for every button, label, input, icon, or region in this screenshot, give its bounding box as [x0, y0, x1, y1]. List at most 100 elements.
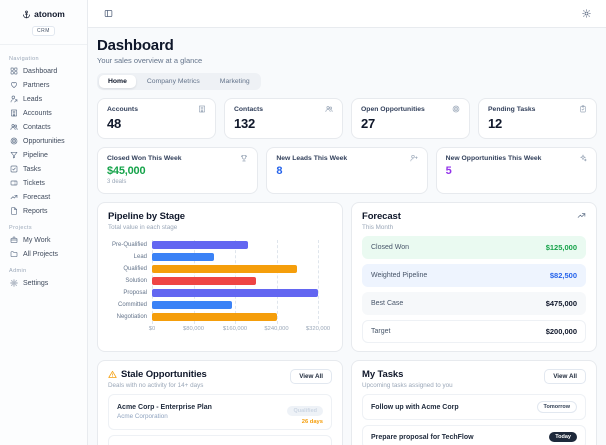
theme-toggle-button[interactable] [578, 6, 594, 22]
sidebar-item-my-work[interactable]: My Work [7, 233, 80, 247]
chart-x-axis: $0 $80,000 $160,000 $240,000 $320,000 [148, 326, 330, 335]
sidebar-item-label: Dashboard [23, 67, 58, 75]
sidebar-item-accounts[interactable]: Accounts [7, 106, 80, 120]
briefcase-icon [10, 236, 18, 244]
chart-bar [152, 265, 298, 273]
sidebar-item-settings[interactable]: Settings [7, 276, 80, 290]
warning-icon [108, 370, 117, 379]
forecast-icon [10, 193, 18, 201]
tickets-icon [10, 179, 18, 187]
stat-value: $45,000 [107, 165, 146, 177]
stat-label: Contacts [234, 105, 264, 113]
dashboard-content: Dashboard Your sales overview at a glanc… [88, 28, 606, 445]
sidebar-item-label: Reports [23, 207, 48, 215]
sidebar-toggle-button[interactable] [100, 6, 116, 22]
stat-card-accounts: Accounts 48 [97, 98, 216, 139]
chart-bar [152, 277, 256, 285]
chart-category-label: Solution [125, 278, 147, 284]
forecast-row-weighted-pipeline: Weighted Pipeline $82,500 [362, 264, 586, 287]
clipboard-icon [579, 105, 587, 113]
chart-tick-label: $0 [148, 326, 156, 332]
stale-opportunity-row[interactable]: TechFlow - Platform LicenseTechFlow Solu… [108, 435, 332, 445]
page-title: Dashboard [97, 37, 174, 54]
age-label: 26 days [301, 419, 323, 425]
panel-left-icon [104, 9, 113, 18]
sidebar-item-label: Pipeline [23, 151, 48, 159]
stat-label: New Opportunities This Week [445, 154, 542, 162]
stat-label: Open Opportunities [361, 105, 425, 113]
settings-icon [10, 279, 18, 287]
stale-subtitle: Deals with no activity for 14+ days [108, 382, 204, 389]
sidebar-item-partners[interactable]: Partners [7, 78, 80, 92]
target-icon [452, 105, 460, 113]
bottom-panels-row: Stale Opportunities Deals with no activi… [97, 360, 597, 445]
sidebar-item-label: Settings [23, 279, 49, 287]
chart-bar [152, 301, 233, 309]
dashboard-icon [10, 67, 18, 75]
nav-section-label: Projects [9, 225, 33, 231]
page-subtitle: Your sales overview at a glance [97, 56, 203, 65]
stat-label: Closed Won This Week [107, 154, 182, 162]
user-plus-icon [410, 154, 418, 162]
task-title: Prepare proposal for TechFlow [371, 433, 474, 441]
chart-category-label: Negotiation [116, 314, 147, 320]
sidebar-item-label: All Projects [23, 250, 59, 258]
chart-row: Lead [108, 251, 318, 263]
week-cards-row: Closed Won This Week $45,000 3 deals New… [97, 147, 597, 194]
stat-value: 5 [445, 165, 452, 177]
sun-icon [581, 9, 591, 18]
due-badge: Today [549, 432, 577, 442]
sidebar-item-all-projects[interactable]: All Projects [7, 247, 80, 261]
chart-row: Solution [108, 275, 318, 287]
chart-tick-label: $240,000 [264, 326, 289, 332]
chart-category-label: Committed [117, 302, 147, 308]
stat-value: 132 [234, 116, 256, 131]
tab-company-metrics[interactable]: Company Metrics [138, 75, 209, 88]
task-row[interactable]: Follow up with Acme Corp Tomorrow [362, 394, 586, 420]
sidebar-item-leads[interactable]: Leads [7, 92, 80, 106]
chart-bar [152, 253, 215, 261]
stat-subtext [446, 179, 587, 186]
chart-tick-label: $80,000 [183, 326, 204, 332]
view-all-stale-button[interactable]: View All [290, 369, 332, 384]
stat-cards-row: Accounts 48 Contacts 132 Open Opportunit… [97, 98, 597, 139]
view-all-tasks-button[interactable]: View All [544, 369, 586, 384]
sidebar-item-contacts[interactable]: Contacts [7, 120, 80, 134]
forecast-value: $200,000 [545, 327, 577, 336]
pipeline-icon [10, 151, 18, 159]
pipeline-panel: Pipeline by Stage Total value in each st… [97, 202, 343, 352]
sidebar-item-tasks[interactable]: Tasks [7, 162, 80, 176]
sidebar-item-label: Opportunities [23, 137, 65, 145]
forecast-row-closed-won: Closed Won $125,000 [362, 236, 586, 259]
sidebar-item-dashboard[interactable]: Dashboard [7, 64, 80, 78]
accounts-icon [10, 109, 18, 117]
stale-opportunity-row[interactable]: Acme Corp - Enterprise Plan Acme Corporat… [108, 394, 332, 430]
sidebar-item-pipeline[interactable]: Pipeline [7, 148, 80, 162]
sidebar-item-opportunities[interactable]: Opportunities [7, 134, 80, 148]
app-name: atonom [34, 9, 65, 19]
stat-value: 8 [276, 165, 283, 177]
middle-panels-row: Pipeline by Stage Total value in each st… [97, 202, 597, 352]
task-row[interactable]: Prepare proposal for TechFlow Today [362, 425, 586, 445]
forecast-row-best-case: Best Case $475,000 [362, 292, 586, 315]
sidebar-item-tickets[interactable]: Tickets [7, 176, 80, 190]
sidebar-item-label: Leads [23, 95, 43, 103]
forecast-label: Closed Won [371, 244, 410, 251]
task-title: Follow up with Acme Corp [371, 403, 459, 411]
folder-icon [10, 250, 18, 258]
sidebar-item-forecast[interactable]: Forecast [7, 190, 80, 204]
forecast-title: Forecast [362, 211, 401, 222]
trophy-icon [240, 154, 248, 162]
tab-marketing[interactable]: Marketing [211, 75, 259, 88]
sidebar-item-label: Accounts [23, 109, 52, 117]
card-new-opportunities-week: New Opportunities This Week 5 [435, 147, 597, 194]
tab-home[interactable]: Home [99, 75, 136, 88]
forecast-subtitle: This Month [362, 224, 394, 231]
sparkles-icon [579, 154, 587, 162]
topbar [88, 0, 606, 28]
chart-category-label: Lead [133, 254, 147, 260]
forecast-value: $125,000 [545, 243, 577, 252]
sidebar-item-reports[interactable]: Reports [7, 204, 80, 218]
stat-subtext: 3 deals [107, 179, 127, 185]
stat-card-contacts: Contacts 132 [224, 98, 343, 139]
